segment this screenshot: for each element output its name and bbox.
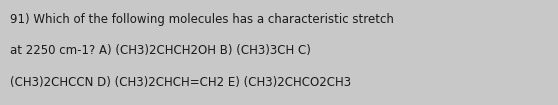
Text: (CH3)2CHCCN D) (CH3)2CHCH=CH2 E) (CH3)2CHCO2CH3: (CH3)2CHCCN D) (CH3)2CHCH=CH2 E) (CH3)2C…	[10, 76, 351, 89]
Text: 91) Which of the following molecules has a characteristic stretch: 91) Which of the following molecules has…	[10, 13, 394, 26]
Text: at 2250 cm-1? A) (CH3)2CHCH2OH B) (CH3)3CH C): at 2250 cm-1? A) (CH3)2CHCH2OH B) (CH3)3…	[10, 44, 311, 57]
